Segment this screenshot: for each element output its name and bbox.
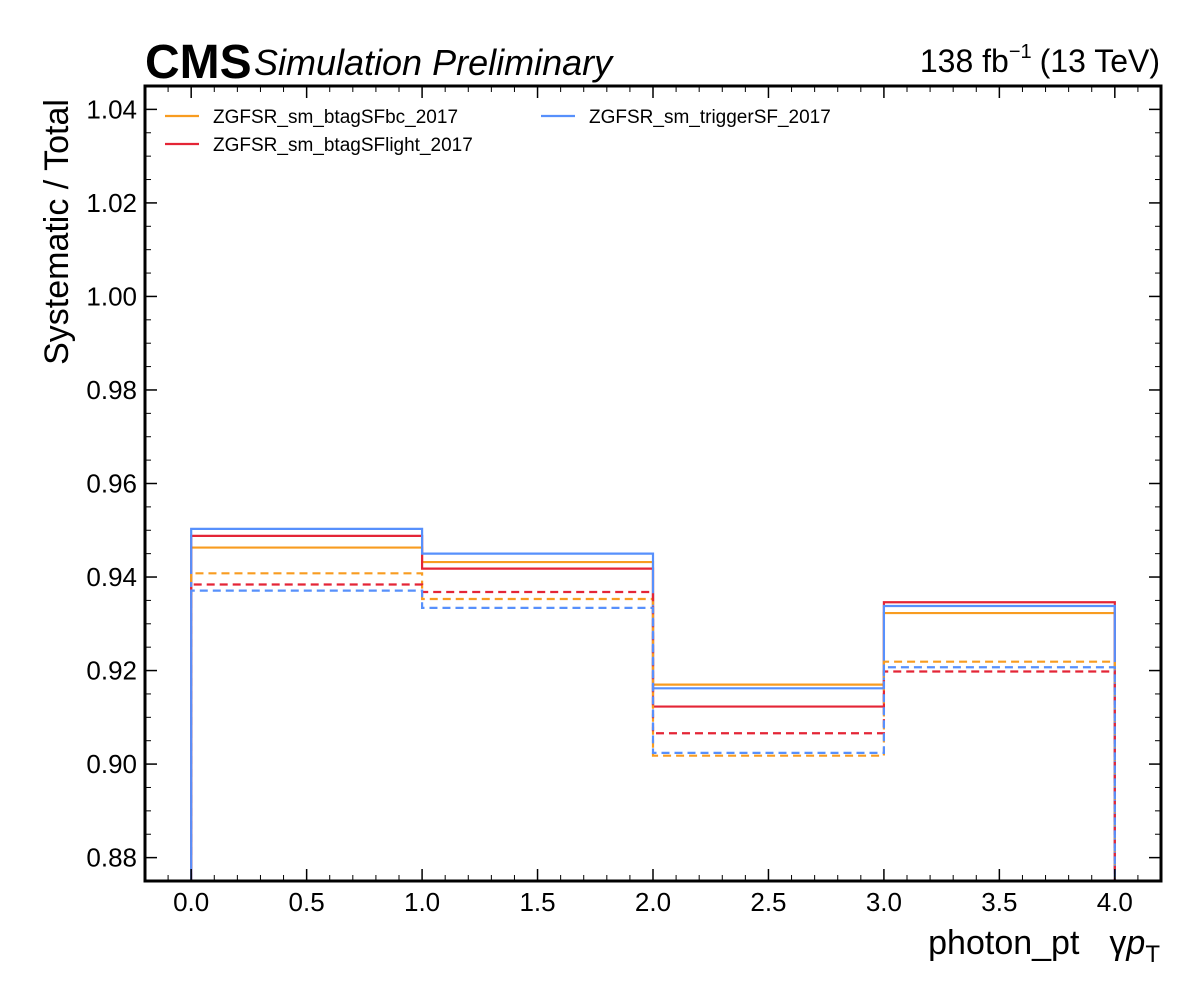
y-tick-label: 0.90 <box>86 749 137 779</box>
legend-label: ZGFSR_sm_btagSFlight_2017 <box>213 135 473 156</box>
plot-area <box>190 527 1116 881</box>
x-axis-symbol-sub: T <box>1145 941 1160 968</box>
x-tick-label: 1.0 <box>404 887 440 917</box>
x-tick-label: 1.5 <box>519 887 555 917</box>
x-axis-symbol-prefix: γ <box>1109 924 1126 962</box>
y-tick-label: 1.00 <box>86 281 137 311</box>
x-axis-label-text: photon_pt <box>928 924 1080 962</box>
y-tick-label: 1.04 <box>86 94 137 124</box>
series-line-6-dashed <box>190 589 1116 881</box>
x-tick-label: 3.0 <box>866 887 902 917</box>
axis-ticks: 0.0 0.5 1.0 1.5 2.0 2.5 3.0 3.5 4.0 0.88 0.90 0.92 0… <box>86 86 1161 917</box>
legend: ZGFSR_sm_btagSFbc_2017 ZGFSR_sm_btagSFlig… <box>165 107 831 156</box>
y-tick-label: 0.98 <box>86 375 137 405</box>
y-tick-label: 0.94 <box>86 562 137 592</box>
y-tick-label: 0.92 <box>86 656 137 686</box>
status-label: Simulation Preliminary <box>254 42 614 83</box>
lumi-label: 138 fb−1 (13 TeV) <box>920 41 1160 79</box>
y-axis-label: Systematic / Total <box>38 99 76 365</box>
x-tick-label: 3.5 <box>981 887 1017 917</box>
x-tick-label: 0.0 <box>173 887 209 917</box>
x-tick-label: 0.5 <box>289 887 325 917</box>
y-tick-label: 1.02 <box>86 188 137 218</box>
y-tick-label: 0.88 <box>86 843 137 873</box>
energy-label: (13 TeV) <box>1040 43 1160 79</box>
x-axis-label: photon_pt γpT <box>928 924 1160 968</box>
x-axis-symbol-main: p <box>1125 924 1145 962</box>
legend-label: ZGFSR_sm_triggerSF_2017 <box>589 107 831 128</box>
lumi-value: 138 fb <box>920 43 1009 79</box>
x-tick-label: 4.0 <box>1097 887 1133 917</box>
lumi-exponent: −1 <box>1009 41 1032 63</box>
x-tick-label: 2.0 <box>635 887 671 917</box>
y-tick-label: 0.96 <box>86 469 137 499</box>
experiment-label: CMS <box>145 36 252 89</box>
axes-frame <box>143 84 1163 883</box>
x-tick-label: 2.5 <box>750 887 786 917</box>
legend-label: ZGFSR_sm_btagSFbc_2017 <box>213 107 458 128</box>
